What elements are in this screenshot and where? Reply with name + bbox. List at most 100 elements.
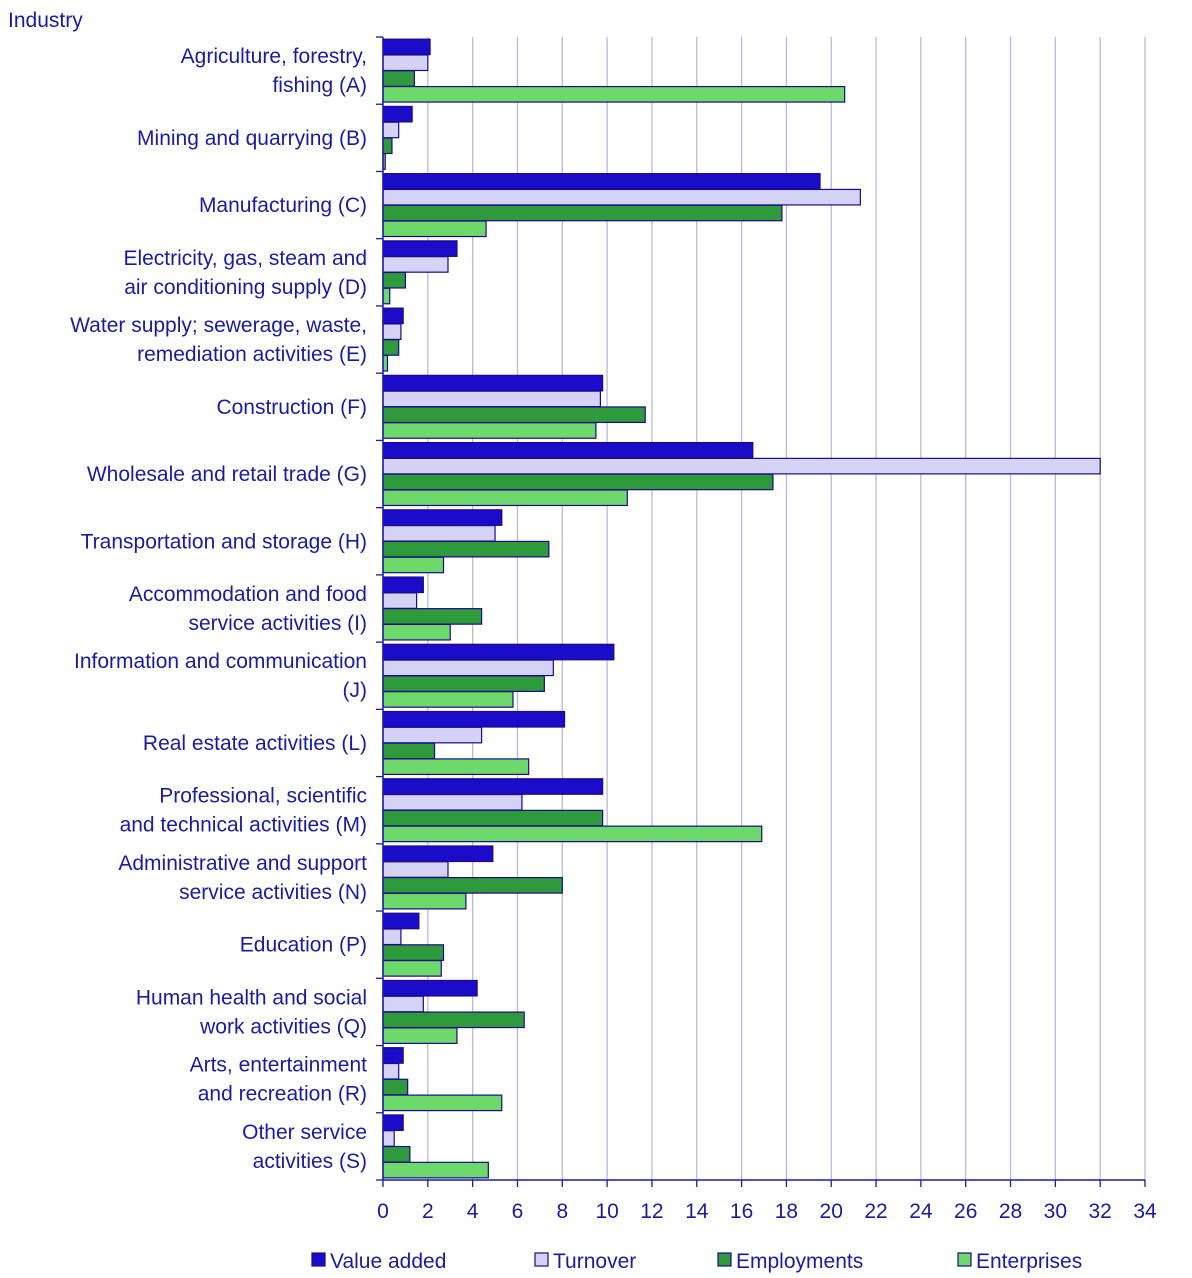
bar-turnover: [382, 256, 449, 273]
bar-enterprises: [382, 1027, 458, 1044]
category-label-line: Electricity, gas, steam and: [123, 247, 367, 270]
bar-value-added: [382, 38, 431, 56]
category-label-line: Other service: [242, 1121, 367, 1144]
bar-value-added: [382, 778, 604, 795]
x-tick-label: 0: [377, 1200, 389, 1223]
x-tick-label: 18: [775, 1200, 798, 1223]
bar-employments: [382, 204, 783, 222]
bar-value-added: [382, 240, 458, 257]
bar-turnover: [382, 793, 523, 811]
bar-turnover: [382, 390, 601, 408]
legend-item: Turnover: [534, 1250, 636, 1273]
bar-value-added: [382, 576, 424, 594]
bar-employments: [382, 1078, 409, 1096]
category-label-line: Accommodation and food: [129, 583, 367, 606]
category-label-line: Agriculture, forestry,: [181, 45, 367, 68]
legend-item: Value added: [311, 1250, 446, 1273]
bar-enterprises: [382, 623, 451, 641]
bar-enterprises: [382, 556, 445, 574]
bar-value-added: [382, 912, 420, 930]
x-tick-label: 2: [422, 1200, 434, 1223]
bar-turnover: [382, 995, 424, 1013]
bar-employments: [382, 70, 415, 87]
bar-turnover: [382, 188, 861, 206]
legend-label: Employments: [736, 1250, 863, 1273]
bar-enterprises: [382, 489, 628, 507]
category-label-line: service activities (I): [188, 612, 367, 635]
bar-turnover: [382, 525, 496, 542]
bar-value-added: [382, 979, 478, 997]
legend-swatch: [957, 1252, 972, 1267]
x-tick-label: 30: [1044, 1200, 1067, 1223]
bar-turnover: [382, 861, 449, 878]
bar-employments: [382, 137, 393, 155]
category-label-line: (J): [343, 679, 368, 702]
bar-turnover: [382, 323, 402, 341]
category-label-line: and technical activities (M): [120, 814, 367, 837]
bar-employments: [382, 675, 545, 692]
bar-turnover: [382, 1062, 400, 1080]
bar-value-added: [382, 1114, 404, 1132]
category-label: Administrative and support service activi…: [118, 852, 367, 904]
bar-employments: [382, 473, 774, 491]
bar-value-added: [382, 509, 503, 526]
category-label-line: Professional, scientific: [159, 785, 367, 808]
category-label: Other service activities (S): [242, 1121, 367, 1173]
category-label: Construction (F): [216, 396, 367, 419]
legend-label: Enterprises: [976, 1250, 1082, 1273]
bar-turnover: [382, 121, 400, 139]
legend-swatch: [534, 1252, 549, 1267]
category-label: Arts, entertainment and recreation (R): [190, 1054, 368, 1106]
category-label: Accommodation and food service activities…: [129, 583, 367, 635]
category-label: Wholesale and retail trade (G): [87, 463, 367, 486]
x-tick-label: 34: [1133, 1200, 1157, 1223]
bar-enterprises: [382, 85, 846, 103]
bar-enterprises: [382, 422, 597, 439]
bar-enterprises: [382, 960, 442, 977]
bar-value-added: [382, 374, 604, 392]
bars: [382, 38, 1101, 1179]
x-tick-label: 32: [1088, 1200, 1111, 1223]
bar-turnover: [382, 928, 402, 946]
bar-employments: [382, 1145, 411, 1163]
bar-employments: [382, 540, 550, 558]
bar-employments: [382, 876, 563, 894]
bar-enterprises: [382, 825, 763, 843]
bar-turnover: [382, 592, 418, 609]
category-labels: Agriculture, forestry, fishing (A) Mining …: [70, 45, 367, 1173]
x-tick-label: 20: [820, 1200, 843, 1223]
category-label: Water supply; sewerage, waste, remediatio…: [70, 314, 367, 366]
x-tick-labels: 0 2 4 6 8 10 12 14 16 18 20 22 24 26 28 30 32 34: [377, 1200, 1157, 1223]
category-label: Transportation and storage (H): [81, 530, 367, 553]
bar-enterprises: [382, 892, 467, 910]
category-label-line: Administrative and support: [118, 852, 367, 875]
x-tick-label: 4: [467, 1200, 479, 1223]
bar-value-added: [382, 710, 566, 728]
x-tick-label: 10: [595, 1200, 618, 1223]
bar-employments: [382, 271, 407, 289]
x-tick-label: 26: [954, 1200, 977, 1223]
bar-employments: [382, 742, 436, 760]
bar-value-added: [382, 173, 821, 190]
category-label-line: Education (P): [240, 934, 367, 957]
category-label-line: Information and communication: [74, 650, 367, 673]
category-label: Professional, scientific and technical ac…: [120, 785, 367, 837]
category-label: Agriculture, forestry, fishing (A): [181, 45, 367, 97]
category-label-line: and recreation (R): [198, 1083, 367, 1106]
category-label-line: Transportation and storage (H): [81, 530, 367, 553]
bar-value-added: [382, 105, 413, 123]
category-label-line: Water supply; sewerage, waste,: [70, 314, 367, 337]
x-tick-label: 6: [512, 1200, 524, 1223]
bar-value-added: [382, 845, 494, 863]
category-label-line: Wholesale and retail trade (G): [87, 463, 367, 486]
category-label: Information and communication (J): [74, 650, 367, 702]
bar-value-added: [382, 441, 754, 459]
x-tick-label: 14: [685, 1200, 709, 1223]
bar-turnover: [382, 659, 554, 677]
bar-enterprises: [382, 1094, 503, 1112]
bar-employments: [382, 1011, 525, 1029]
category-label: Human health and social work activities (…: [136, 986, 367, 1038]
bar-employments: [382, 608, 483, 625]
legend-swatch: [311, 1252, 326, 1267]
